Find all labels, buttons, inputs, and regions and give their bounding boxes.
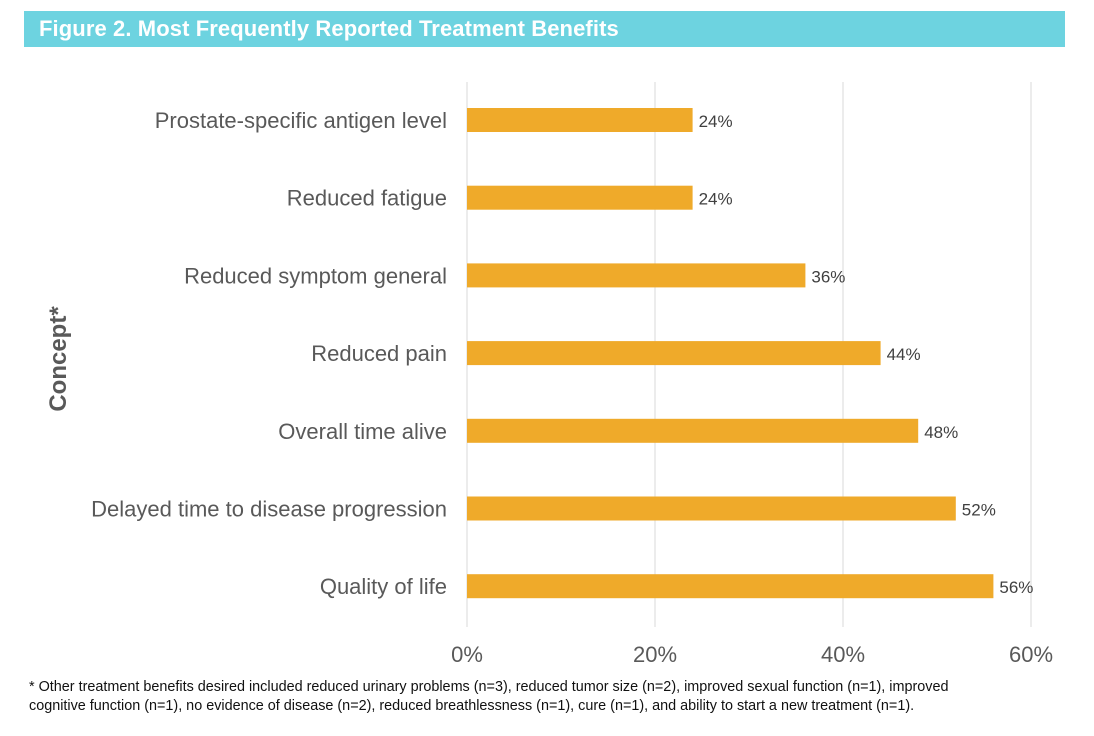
labels: 0% 20% 40% 60% Prostate-specific antigen lev… [91,108,1053,667]
data-label: 48% [924,423,958,442]
category-label: Quality of life [320,574,447,599]
data-label: 36% [811,267,845,286]
data-label: 44% [887,345,921,364]
footnote-line-1: * Other treatment benefits desired inclu… [29,679,949,695]
x-tick-label: 60% [1009,642,1053,667]
category-label: Delayed time to disease progression [91,497,447,522]
data-label: 56% [999,578,1033,597]
category-label: Reduced fatigue [287,186,447,211]
footnote-line-2: cognitive function (n=1), no evidence of… [29,697,915,714]
category-label: Prostate-specific antigen level [155,108,447,133]
category-label: Reduced pain [311,341,447,366]
bar [467,341,881,366]
x-tick-label: 0% [451,642,483,667]
data-label: 24% [699,190,733,209]
x-tick-label: 20% [633,642,677,667]
bars [467,108,994,599]
y-axis-title: Concept* [45,306,72,412]
category-label: Overall time alive [278,419,447,444]
data-label: 52% [962,501,996,520]
footnote: * Other treatment benefits desired inclu… [29,678,1074,715]
x-tick-label: 40% [821,642,865,667]
figure-title-banner: Figure 2. Most Frequently Reported Treat… [24,11,1065,47]
bar [467,108,693,132]
bar [467,418,919,443]
figure-title: Figure 2. Most Frequently Reported Treat… [39,16,619,41]
bar [467,574,994,599]
category-label: Reduced symptom general [184,263,447,288]
bar [467,496,956,521]
data-label: 24% [699,112,733,131]
bar [467,185,693,210]
bar [467,263,806,288]
